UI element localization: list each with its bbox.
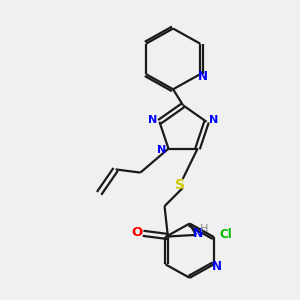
Text: O: O (131, 226, 143, 239)
Text: N: N (212, 260, 222, 273)
Text: N: N (192, 227, 203, 240)
Text: N: N (157, 145, 167, 155)
Text: N: N (198, 70, 208, 83)
Text: S: S (175, 178, 185, 192)
Text: N: N (148, 115, 157, 125)
Text: N: N (209, 115, 218, 125)
Text: H: H (200, 224, 208, 234)
Text: Cl: Cl (219, 228, 232, 241)
